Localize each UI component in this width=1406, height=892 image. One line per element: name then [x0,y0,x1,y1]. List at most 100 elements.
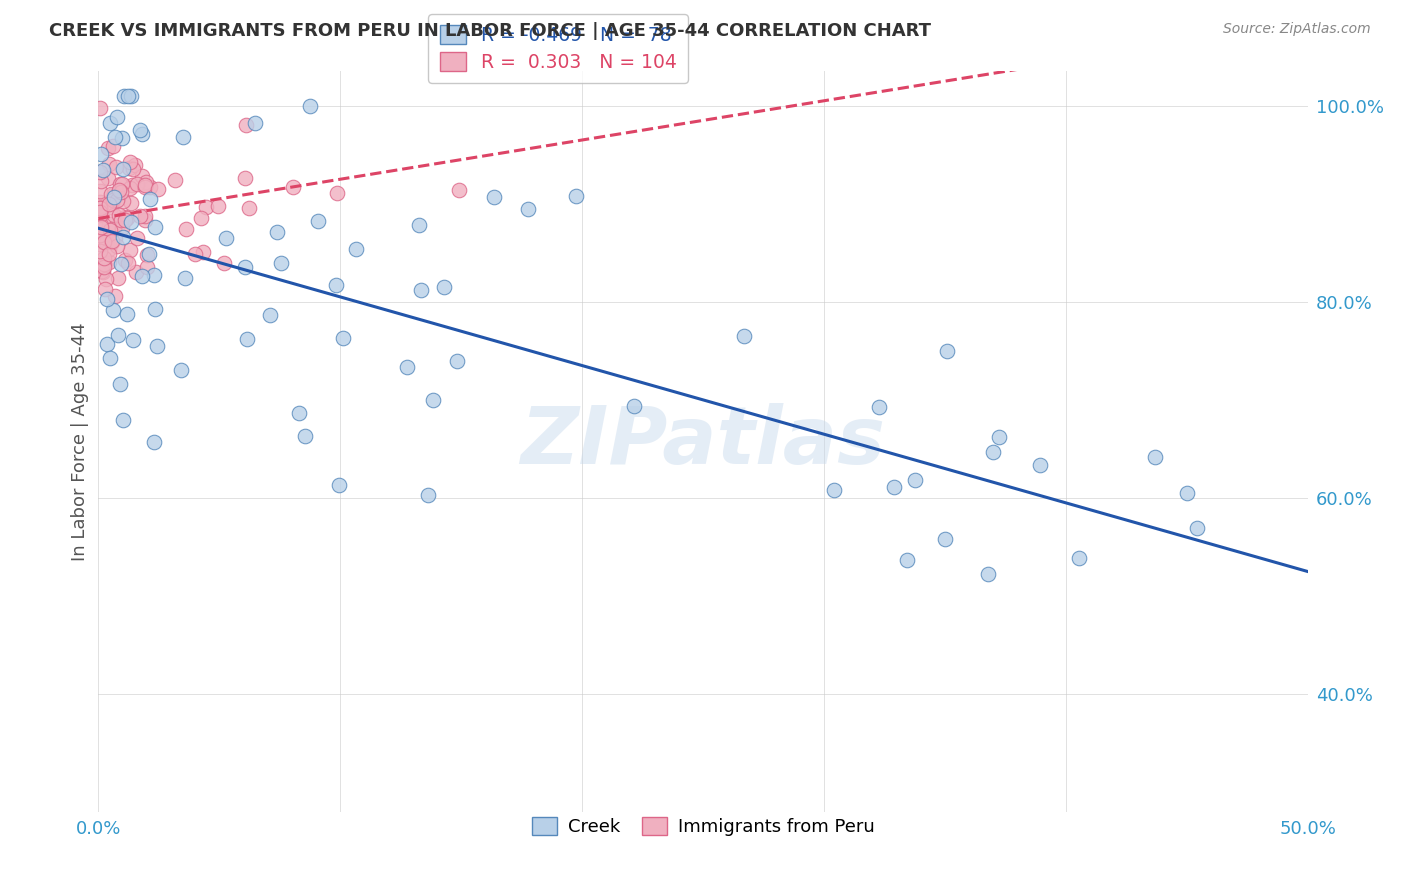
Point [122,334,145,348]
Point [100,223,122,237]
Point [1029,458,1052,472]
Point [207,199,229,213]
Point [409,283,432,297]
Point [143,301,166,316]
Point [194,200,217,214]
Point [104,230,127,244]
Point [896,553,918,567]
Point [111,131,134,145]
Point [117,88,139,103]
Point [108,377,131,392]
Point [100,187,122,202]
Point [97,242,120,256]
Point [107,327,129,342]
Point [148,182,170,196]
Text: Source: ZipAtlas.com: Source: ZipAtlas.com [1223,22,1371,37]
Point [416,488,439,502]
Point [128,123,150,137]
Point [104,289,127,303]
Point [89,194,111,209]
Point [129,210,152,224]
Point [89,164,111,178]
Point [121,178,143,192]
Point [108,183,131,197]
Point [105,110,128,124]
Point [120,88,142,103]
Point [93,260,115,274]
Point [981,445,1004,459]
Point [94,282,117,296]
Point [976,566,998,581]
Point [111,220,134,235]
Point [238,201,260,215]
Point [325,277,347,292]
Point [395,360,418,375]
Point [134,213,156,227]
Point [98,351,121,366]
Point [104,130,127,145]
Point [118,161,141,175]
Point [988,430,1011,444]
Point [447,184,470,198]
Point [733,328,755,343]
Point [233,260,256,274]
Point [143,220,166,235]
Point [138,247,160,261]
Point [91,264,114,278]
Point [117,256,139,270]
Point [131,127,153,141]
Point [124,159,146,173]
Point [101,302,124,317]
Point [90,220,112,235]
Text: ZIPatlas: ZIPatlas [520,402,886,481]
Point [103,139,125,153]
Point [266,225,288,239]
Point [287,406,309,420]
Point [91,260,114,274]
Point [127,231,149,245]
Point [97,171,120,186]
Text: CREEK VS IMMIGRANTS FROM PERU IN LABOR FORCE | AGE 35-44 CORRELATION CHART: CREEK VS IMMIGRANTS FROM PERU IN LABOR F… [49,22,931,40]
Point [96,292,118,306]
Point [134,178,156,193]
Point [170,362,193,376]
Y-axis label: In Labor Force | Age 35-44: In Labor Force | Age 35-44 [70,322,89,561]
Point [94,235,117,250]
Point [114,212,136,227]
Point [107,193,129,207]
Point [89,228,111,243]
Point [233,170,256,185]
Point [214,231,236,245]
Point [98,116,121,130]
Point [433,279,456,293]
Point [934,532,956,546]
Point [135,260,157,275]
Point [101,194,124,208]
Point [111,177,134,191]
Point [1144,450,1167,465]
Point [936,344,959,359]
Point [100,232,122,246]
Point [96,336,118,351]
Point [90,219,112,233]
Point [115,307,138,321]
Point [122,161,145,176]
Point [214,256,236,270]
Point [883,480,905,494]
Point [89,206,111,220]
Point [98,217,121,231]
Point [103,186,125,201]
Point [1067,550,1090,565]
Point [90,207,112,221]
Point [328,478,350,492]
Point [101,234,124,248]
Point [565,188,588,202]
Point [422,392,444,407]
Point [107,271,129,285]
Point [517,202,540,216]
Point [120,155,142,169]
Point [103,208,125,222]
Point [100,200,122,214]
Point [281,180,304,194]
Point [191,244,214,259]
